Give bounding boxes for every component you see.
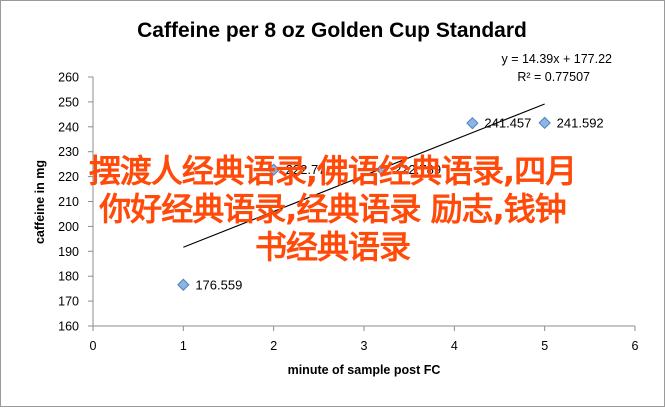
x-tick-label: 4 <box>451 339 458 353</box>
y-tick-label: 170 <box>58 295 79 309</box>
data-point-label: 222.789 <box>394 162 441 177</box>
y-tick-label: 250 <box>58 95 79 109</box>
y-tick-label: 240 <box>58 120 79 134</box>
trendline-equation: y = 14.39x + 177.22 <box>501 52 612 66</box>
data-point-marker <box>375 163 389 176</box>
y-tick-label: 230 <box>58 145 79 159</box>
y-tick-label: 210 <box>58 195 79 209</box>
data-point-label: 241.592 <box>557 115 604 130</box>
x-tick-label: 3 <box>361 339 368 353</box>
data-points <box>177 116 551 291</box>
data-point-label: 222.77 <box>286 162 326 177</box>
data-point-marker <box>267 163 280 176</box>
trendline-group <box>183 103 545 248</box>
trendline <box>183 103 545 248</box>
y-axis-label: caffeine in mg <box>33 160 47 244</box>
y-tick-label: 260 <box>58 71 79 85</box>
y-tick-label: 200 <box>58 220 79 234</box>
y-tick-label: 160 <box>58 320 79 334</box>
x-tick-label: 1 <box>180 339 187 353</box>
data-point-label: 241.457 <box>484 116 531 131</box>
x-tick-label: 5 <box>541 339 548 353</box>
x-tick-label: 0 <box>90 339 97 353</box>
chart-title: Caffeine per 8 oz Golden Cup Standard <box>137 19 527 42</box>
data-point-label: 176.559 <box>195 277 242 292</box>
y-tick-label: 180 <box>58 270 79 284</box>
data-labels: 176.559 222.77 222.789 241.457 241.592 <box>195 115 603 292</box>
tick-labels: 160 170 180 190 200 210 220 230 240 250 260 0 1 2 3 4 5 6 <box>58 71 638 354</box>
y-tick-label: 190 <box>58 245 79 259</box>
trendline-r-squared: R² = 0.77507 <box>517 70 590 84</box>
data-point-marker <box>538 116 551 130</box>
x-tick-label: 6 <box>632 339 639 353</box>
x-axis-label: minute of sample post FC <box>288 363 441 377</box>
y-tick-label: 220 <box>58 170 79 184</box>
data-point-marker <box>466 116 479 130</box>
data-point-marker <box>177 278 190 291</box>
axes <box>88 76 636 331</box>
x-tick-label: 2 <box>270 339 277 353</box>
